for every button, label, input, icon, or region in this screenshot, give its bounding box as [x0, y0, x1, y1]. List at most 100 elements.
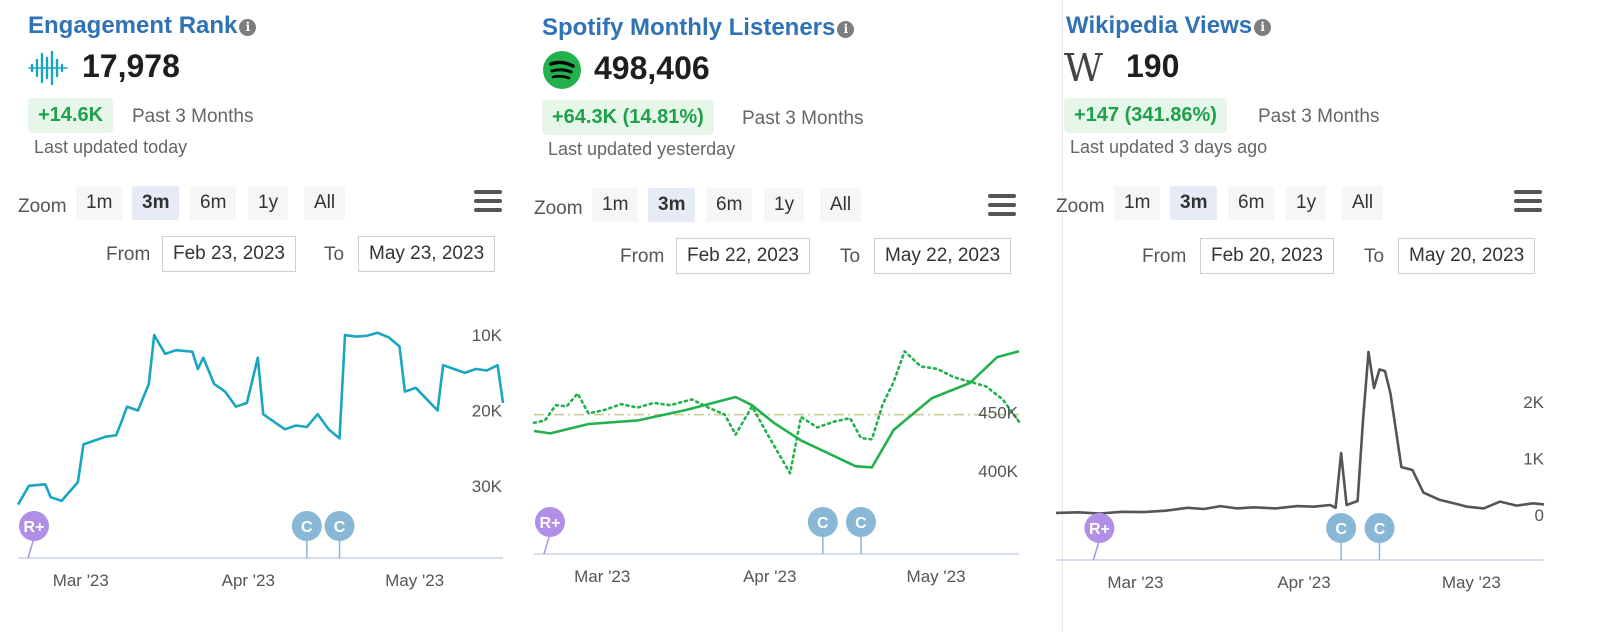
y-tick-label: 1K	[1523, 450, 1544, 469]
panel-divider	[1062, 0, 1063, 632]
zoom-3m-button[interactable]: 3m	[648, 188, 696, 222]
x-tick-label: Mar '23	[53, 571, 109, 590]
period-label: Past 3 Months	[1258, 106, 1380, 127]
zoom-3m-button[interactable]: 3m	[1170, 186, 1218, 220]
from-date-input[interactable]: Feb 23, 2023	[162, 236, 296, 272]
series-line-solid	[16, 331, 505, 506]
to-label: To	[324, 244, 345, 265]
spotify-listeners-panel: Spotify Monthly Listeners i 498,406 +64.3…	[532, 0, 1054, 632]
soundwave-icon	[28, 50, 68, 86]
zoom-label: Zoom	[18, 196, 67, 217]
svg-text:W: W	[1064, 48, 1103, 88]
panel-title[interactable]: Engagement Rank i	[28, 12, 257, 40]
svg-text:C: C	[334, 519, 346, 536]
period-label: Past 3 Months	[132, 106, 254, 127]
event-flag[interactable]: C	[324, 511, 355, 558]
svg-text:C: C	[1335, 521, 1347, 538]
x-tick-label: May '23	[1442, 573, 1501, 592]
panel-title[interactable]: Wikipedia Views i	[1066, 12, 1272, 40]
zoom-all-button[interactable]: All	[820, 188, 862, 222]
event-flag[interactable]: C	[1364, 513, 1395, 560]
y-tick-label: 30K	[472, 477, 503, 496]
from-label: From	[106, 244, 151, 265]
y-tick-label: 400K	[978, 462, 1018, 481]
metric-value: 17,978	[82, 48, 180, 84]
zoom-label: Zoom	[1056, 196, 1105, 217]
zoom-label: Zoom	[534, 198, 583, 219]
zoom-6m-button[interactable]: 6m	[706, 188, 753, 222]
zoom-6m-button[interactable]: 6m	[1228, 186, 1275, 220]
svg-text:R+: R+	[540, 515, 561, 532]
last-updated: Last updated 3 days ago	[1070, 137, 1268, 157]
panel-title[interactable]: Spotify Monthly Listeners i	[542, 14, 855, 42]
to-date-input[interactable]: May 23, 2023	[358, 236, 496, 272]
last-updated: Last updated yesterday	[548, 139, 736, 159]
change-badge: +147 (341.86%)	[1064, 98, 1227, 133]
hamburger-menu-icon[interactable]	[1514, 190, 1542, 214]
from-label: From	[620, 246, 665, 267]
event-flag[interactable]: C	[845, 507, 876, 554]
wikipedia-views-chart: 0 1K 2K Mar '23 Apr '23 May '23 R+ C C	[1055, 350, 1545, 592]
from-label: From	[1142, 246, 1187, 267]
release-flag[interactable]: R+	[535, 507, 565, 555]
hamburger-menu-icon[interactable]	[474, 190, 502, 214]
period-label: Past 3 Months	[742, 108, 864, 129]
svg-text:C: C	[817, 515, 829, 532]
series-line-solid	[533, 350, 1020, 469]
series-line-solid	[1055, 350, 1545, 515]
change-badge: +64.3K (14.81%)	[542, 100, 714, 135]
zoom-6m-button[interactable]: 6m	[190, 186, 237, 220]
zoom-all-button[interactable]: All	[1342, 186, 1384, 220]
svg-text:R+: R+	[1089, 521, 1110, 538]
engagement-rank-chart: 10K 20K 30K Mar '23 Apr '23 May '23 R+ C C	[16, 326, 505, 590]
to-date-input[interactable]: May 22, 2023	[874, 238, 1012, 274]
to-label: To	[840, 246, 861, 267]
y-tick-label: 20K	[472, 401, 503, 420]
x-tick-label: Mar '23	[1107, 573, 1163, 592]
y-tick-label: 450K	[978, 403, 1018, 422]
info-icon[interactable]: i	[837, 21, 855, 38]
wikipedia-views-panel: Wikipedia Views i W 190 +147 (341.86%) Pa…	[1055, 0, 1576, 632]
x-tick-label: Apr '23	[1277, 573, 1330, 592]
from-date-input[interactable]: Feb 22, 2023	[676, 238, 810, 274]
svg-text:R+: R+	[24, 519, 45, 536]
y-tick-label: 0	[1535, 506, 1544, 525]
x-tick-label: Apr '23	[743, 567, 796, 586]
zoom-all-button[interactable]: All	[304, 186, 346, 220]
change-badge: +14.6K	[28, 98, 114, 133]
to-date-input[interactable]: May 20, 2023	[1398, 238, 1536, 274]
info-icon[interactable]: i	[1254, 19, 1272, 36]
event-flag[interactable]: C	[291, 511, 322, 558]
event-flag[interactable]: C	[1326, 513, 1357, 560]
metric-value: 190	[1126, 48, 1180, 84]
x-tick-label: May '23	[385, 571, 444, 590]
zoom-1m-button[interactable]: 1m	[76, 186, 123, 220]
y-tick-label: 2K	[1523, 393, 1544, 412]
spotify-listeners-chart: 400K 450K Mar '23 Apr '23 May '23 R+ C C	[532, 350, 1021, 586]
release-flag[interactable]: R+	[19, 511, 49, 559]
metric-value: 498,406	[594, 50, 710, 86]
zoom-1m-button[interactable]: 1m	[1114, 186, 1161, 220]
engagement-rank-panel: Engagement Rank i 17,978 +14.6K Past 3 Mo…	[16, 0, 538, 632]
x-tick-label: Mar '23	[574, 567, 630, 586]
event-flag[interactable]: C	[807, 507, 838, 554]
hamburger-menu-icon[interactable]	[988, 194, 1016, 218]
zoom-1y-button[interactable]: 1y	[764, 188, 805, 222]
to-label: To	[1364, 246, 1385, 267]
series-line-dotted	[532, 350, 1021, 475]
svg-text:C: C	[301, 519, 313, 536]
info-icon[interactable]: i	[239, 19, 257, 36]
svg-text:C: C	[855, 515, 867, 532]
zoom-1y-button[interactable]: 1y	[248, 186, 289, 220]
svg-text:C: C	[1374, 521, 1386, 538]
y-tick-label: 10K	[472, 326, 503, 345]
zoom-3m-button[interactable]: 3m	[132, 186, 180, 220]
zoom-1y-button[interactable]: 1y	[1286, 186, 1327, 220]
x-tick-label: May '23	[907, 567, 966, 586]
from-date-input[interactable]: Feb 20, 2023	[1200, 238, 1334, 274]
wikipedia-icon: W	[1064, 48, 1103, 88]
spotify-icon	[543, 51, 581, 89]
last-updated: Last updated today	[34, 137, 188, 157]
release-flag[interactable]: R+	[1084, 513, 1115, 561]
zoom-1m-button[interactable]: 1m	[592, 188, 639, 222]
